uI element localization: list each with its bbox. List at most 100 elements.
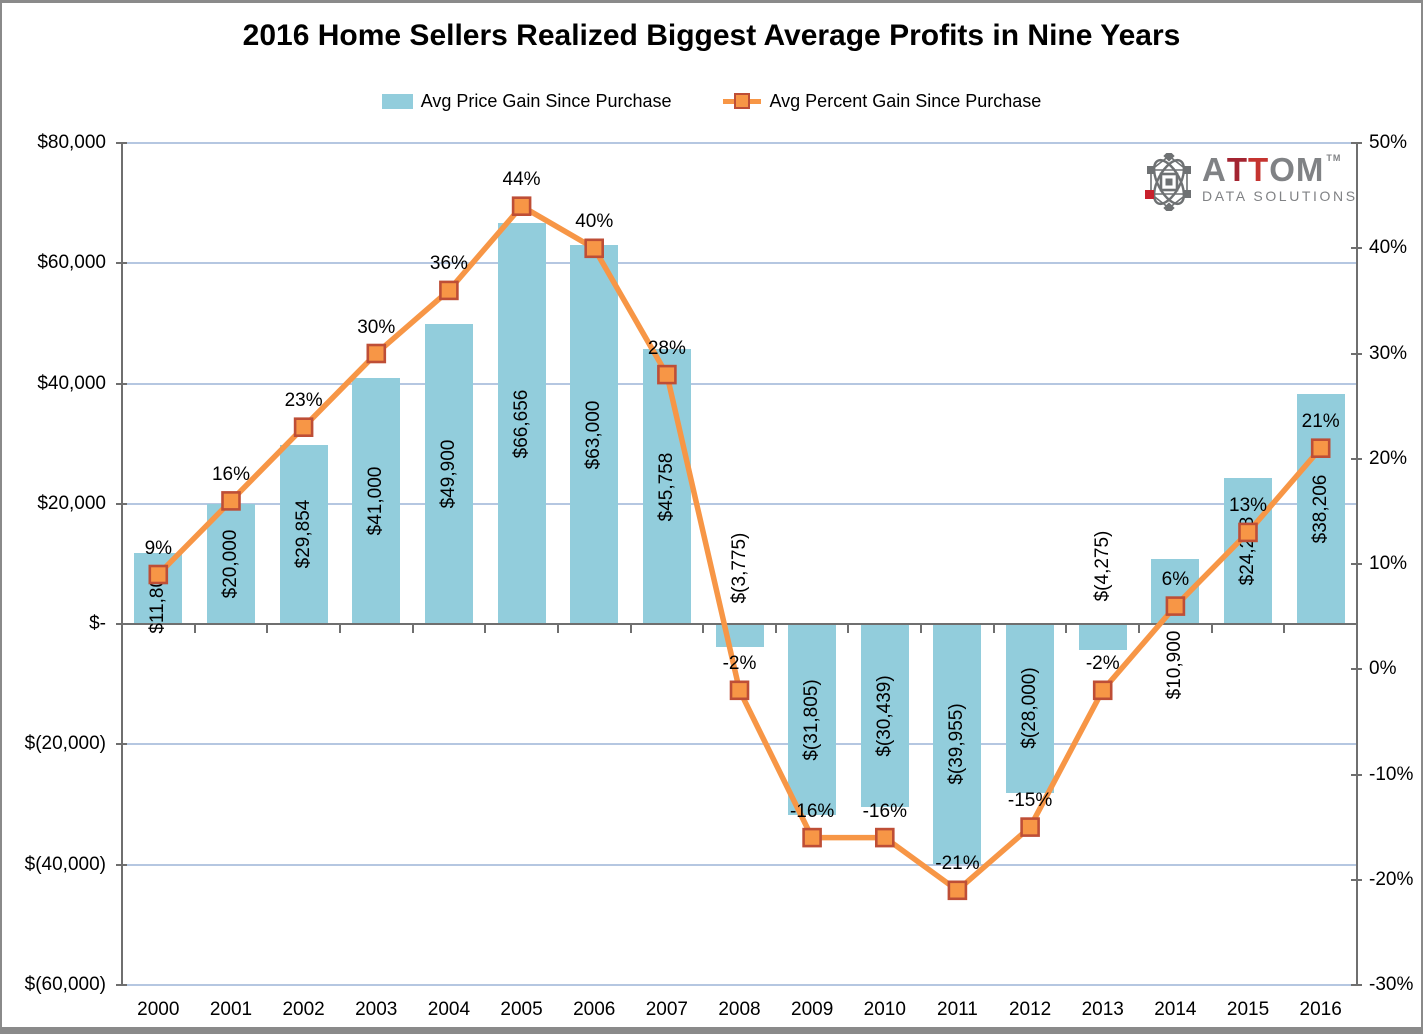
attom-logo: A T T OM TM DATA SOLUTIONS — [1144, 153, 1358, 211]
percent-value-label: -2% — [722, 653, 757, 675]
category-tick — [774, 624, 777, 634]
percent-value-label: 23% — [284, 390, 323, 412]
bar-value-label: $(4,275) — [1091, 530, 1113, 602]
percent-value-label: 40% — [575, 211, 614, 233]
square-marker-icon — [1020, 817, 1040, 837]
percent-value-label: 6% — [1161, 569, 1190, 591]
category-tick — [1210, 624, 1213, 634]
left-axis-tick — [116, 863, 127, 866]
square-marker-icon — [1092, 680, 1113, 701]
year-label: 2016 — [1299, 999, 1342, 1020]
right-axis-label: -20% — [1369, 868, 1414, 890]
square-marker-icon — [802, 827, 822, 848]
bar-value-label: $63,000 — [583, 400, 605, 470]
category-tick — [484, 624, 487, 634]
right-axis-label: 30% — [1369, 342, 1408, 364]
left-axis-label: $(20,000) — [24, 733, 106, 755]
bar-value-label: $24,288 — [1237, 516, 1259, 586]
left-axis-tick — [116, 382, 127, 385]
percent-value-label: -2% — [1085, 653, 1120, 675]
left-axis-label: $20,000 — [37, 492, 106, 514]
left-axis-tick — [116, 502, 127, 505]
square-marker-icon — [729, 680, 750, 701]
bar — [715, 624, 764, 647]
right-axis-label: 10% — [1369, 553, 1408, 574]
right-axis-tick — [1351, 984, 1362, 986]
percent-value-label: -16% — [862, 800, 907, 822]
bar-value-label: $10,900 — [1164, 630, 1186, 700]
bar-value-label: $(31,805) — [801, 679, 823, 761]
category-tick — [1283, 624, 1286, 634]
year-label: 2000 — [137, 999, 180, 1020]
bar-value-label: $49,900 — [437, 439, 459, 509]
logo-red-square — [1145, 190, 1154, 199]
legend-label-percent-gain: Avg Percent Gain Since Purchase — [769, 90, 1042, 111]
attom-sub-brand: DATA SOLUTIONS — [1202, 188, 1358, 204]
right-axis-label: 40% — [1369, 237, 1408, 259]
square-marker-icon — [366, 343, 387, 364]
left-axis-label: $- — [89, 613, 106, 635]
category-tick — [847, 624, 850, 634]
square-marker-icon — [439, 280, 459, 301]
legend-item-price-gain: Avg Price Gain Since Purchase — [381, 91, 671, 112]
bar-value-label: $66,656 — [510, 389, 532, 459]
category-tick — [1138, 624, 1141, 634]
legend-item-percent-gain: Avg Percent Gain Since Purchase — [723, 91, 1041, 112]
category-tick — [338, 624, 341, 634]
year-label: 2005 — [500, 999, 543, 1020]
zero-axis-line — [122, 623, 1357, 626]
left-axis-label: $(60,000) — [24, 974, 106, 995]
right-axis-tick — [1351, 247, 1362, 250]
right-axis-tick — [1351, 563, 1362, 565]
left-axis-tick — [116, 262, 127, 265]
right-axis-tick — [1351, 773, 1362, 776]
gridline — [122, 382, 1357, 385]
bar-swatch-icon — [381, 93, 413, 109]
category-tick — [629, 624, 632, 634]
right-axis-tick — [1351, 457, 1362, 460]
logo-tm-mark: TM — [1326, 153, 1342, 163]
year-label: 2009 — [791, 999, 834, 1020]
category-tick — [920, 624, 923, 634]
line-marker-swatch-icon — [723, 93, 762, 109]
square-marker-icon — [511, 196, 532, 216]
chart-title: 2016 Home Sellers Realized Biggest Avera… — [242, 19, 1181, 52]
bar-value-label: $41,000 — [365, 466, 387, 536]
bar-value-label: $(3,775) — [728, 532, 750, 604]
percent-value-label: 36% — [429, 253, 468, 275]
left-axis-label: $(40,000) — [24, 853, 106, 875]
bar-value-label: $45,758 — [655, 452, 677, 521]
gridline — [122, 743, 1357, 746]
left-axis-label: $40,000 — [37, 372, 106, 394]
logo-letter-a: A — [1202, 151, 1227, 188]
bar-value-label: $(28,000) — [1019, 667, 1041, 749]
bar-value-label: $(39,955) — [946, 703, 968, 785]
right-axis-tick — [1351, 668, 1362, 671]
category-tick — [556, 624, 559, 634]
percent-value-label: -21% — [935, 853, 980, 875]
category-tick — [411, 624, 414, 634]
year-label: 2015 — [1226, 999, 1270, 1020]
bar — [1078, 624, 1127, 650]
attom-wordmark: A T T OM TM DATA SOLUTIONS — [1202, 153, 1358, 203]
gridline — [122, 984, 1357, 986]
gridline — [122, 142, 1357, 144]
right-axis-label: -30% — [1369, 974, 1414, 995]
logo-letter-t1: T — [1226, 151, 1249, 188]
bar-value-label: $11,800 — [147, 566, 169, 634]
left-axis-tick — [116, 743, 127, 746]
right-axis-tick — [1351, 878, 1362, 881]
logo-letter-t2: T — [1248, 151, 1270, 188]
right-axis-tick — [1351, 142, 1362, 144]
category-tick — [1356, 624, 1358, 634]
category-tick — [193, 624, 196, 634]
category-tick — [1065, 624, 1068, 634]
bar-value-label: $(30,439) — [873, 675, 895, 757]
gridline — [122, 863, 1357, 866]
left-axis-label: $60,000 — [37, 252, 106, 274]
percent-value-label: 13% — [1229, 495, 1268, 517]
percent-value-label: -15% — [1007, 790, 1053, 812]
square-marker-icon — [947, 880, 968, 901]
year-label: 2002 — [282, 999, 325, 1020]
